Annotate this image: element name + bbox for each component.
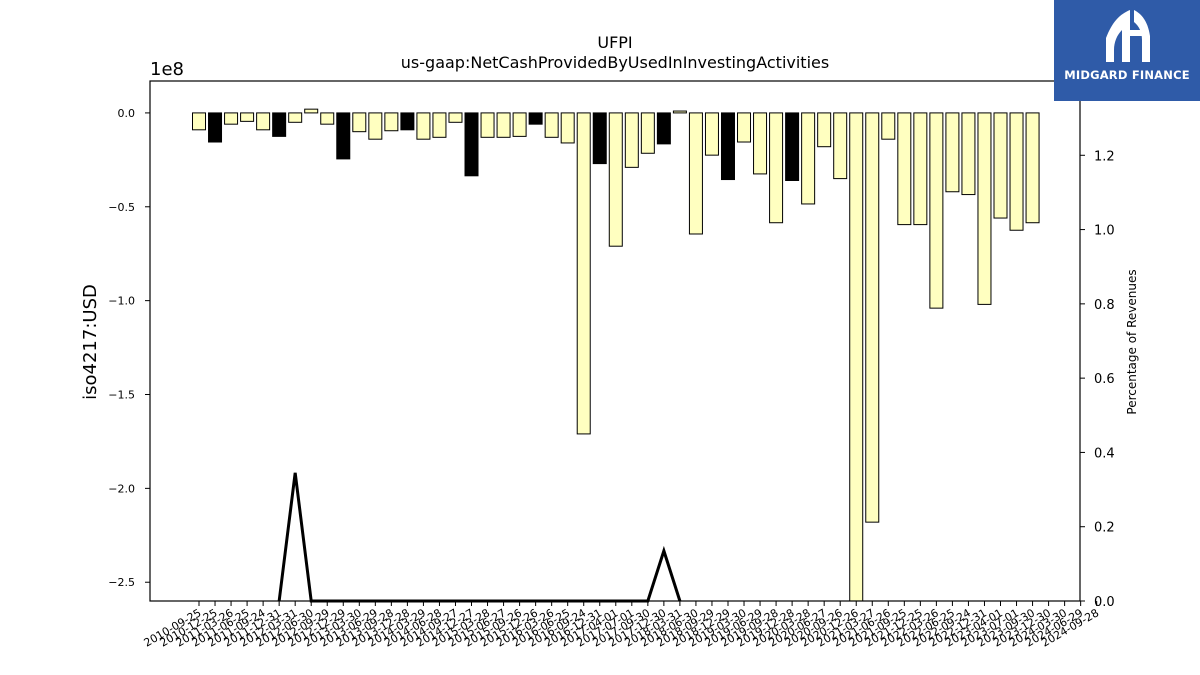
bar xyxy=(704,112,719,156)
y-tick-label: −0.5 xyxy=(108,201,135,214)
bar xyxy=(496,112,511,138)
axes-layer: 0.0 −0.5 −1.0 −1.5 −2.0 −2.5 0.0 0.2 0.4 0.6 0.8 1.… xyxy=(108,80,1115,650)
bar xyxy=(753,112,768,175)
bar xyxy=(865,112,880,523)
y-axis-label: iso4217:USD xyxy=(80,284,101,400)
bar xyxy=(1025,112,1040,224)
y-tick-label: −2.0 xyxy=(108,482,135,495)
bar xyxy=(320,112,335,125)
bar xyxy=(192,112,206,131)
bar xyxy=(977,112,992,305)
bar xyxy=(672,110,687,114)
chart-title: UFPI xyxy=(597,33,632,52)
bar xyxy=(769,112,784,224)
bar xyxy=(801,112,816,205)
y2-tick-label: 1.0 xyxy=(1094,224,1115,239)
bar xyxy=(288,112,303,123)
bar xyxy=(400,112,415,131)
bar xyxy=(448,112,463,123)
bar xyxy=(961,112,976,196)
y-tick-label: 0.0 xyxy=(118,107,136,120)
bar xyxy=(897,112,912,226)
bar xyxy=(512,112,527,137)
bar xyxy=(945,112,960,193)
y2-tick-label: 0.0 xyxy=(1094,595,1115,610)
bar xyxy=(849,112,864,602)
bar xyxy=(272,112,287,137)
bar xyxy=(608,112,623,247)
bar xyxy=(576,112,591,435)
y2-tick-label: 0.8 xyxy=(1094,298,1115,313)
bar xyxy=(480,112,495,138)
brand-name: MIDGARD FINANCE xyxy=(1064,68,1190,82)
bar xyxy=(817,112,832,148)
brand-mark-icon xyxy=(1106,10,1150,62)
y2-tick-label: 1.2 xyxy=(1094,149,1115,164)
bar xyxy=(416,112,431,140)
bar xyxy=(368,112,383,140)
ratio-line-layer xyxy=(277,472,682,603)
bar xyxy=(464,112,479,177)
bar xyxy=(913,112,928,226)
bar xyxy=(224,112,239,125)
bar xyxy=(528,112,543,125)
bar xyxy=(432,112,447,138)
y2-tick-label: 0.6 xyxy=(1094,372,1115,387)
chart-subtitle: us-gaap:NetCashProvidedByUsedInInvesting… xyxy=(401,53,829,72)
brand-logo: MIDGARD FINANCE xyxy=(1054,0,1200,101)
bar xyxy=(544,112,559,138)
bar xyxy=(785,112,800,181)
bar xyxy=(336,112,351,160)
bar xyxy=(833,112,848,180)
bar xyxy=(256,112,271,131)
y-tick-label: −1.0 xyxy=(108,295,135,308)
bar xyxy=(352,112,367,133)
bar xyxy=(640,112,655,154)
bar xyxy=(624,112,639,168)
bar xyxy=(384,112,399,132)
bar xyxy=(929,112,944,309)
bar xyxy=(304,108,319,114)
bar xyxy=(688,112,703,235)
ratio-line xyxy=(277,472,682,603)
bar xyxy=(993,112,1008,219)
bar xyxy=(737,112,752,143)
bar xyxy=(208,112,223,143)
bars-layer xyxy=(192,108,1040,602)
bar xyxy=(1009,112,1024,231)
y2-tick-label: 0.4 xyxy=(1094,446,1115,461)
y-scale-label: 1e8 xyxy=(150,59,184,80)
bar xyxy=(592,112,607,165)
bar xyxy=(240,112,255,122)
bar xyxy=(656,112,671,145)
y2-axis-label: Percentage of Revenues xyxy=(1125,269,1139,414)
y2-tick-label: 0.2 xyxy=(1094,521,1115,536)
bar xyxy=(881,112,896,140)
y-tick-label: −2.5 xyxy=(108,576,135,589)
bar xyxy=(560,112,575,144)
plot-frame xyxy=(149,80,1081,602)
y-tick-label: −1.5 xyxy=(108,389,135,402)
bar xyxy=(720,112,735,181)
